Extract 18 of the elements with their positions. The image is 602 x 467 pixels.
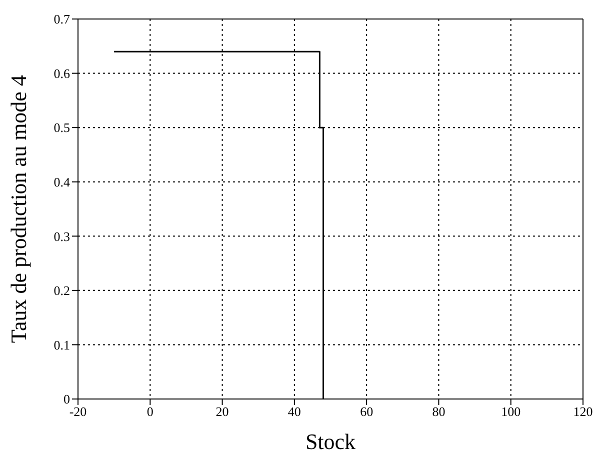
y-tick-label: 0.3 — [54, 228, 70, 244]
y-tick-label: 0.7 — [54, 12, 70, 27]
y-tick-label: 0.5 — [54, 120, 70, 136]
y-tick-label: 0.4 — [54, 174, 70, 190]
y-tick-label: 0.6 — [54, 66, 70, 81]
x-tick-label: 100 — [501, 404, 521, 420]
x-axis-title: Stock — [305, 429, 356, 454]
x-tick-label: 60 — [360, 404, 374, 420]
y-tick-label: 0 — [64, 392, 70, 407]
x-tick-label: 20 — [216, 404, 229, 420]
x-tick-label: 120 — [573, 404, 593, 420]
x-tick-label: 80 — [432, 404, 446, 420]
y-tick-label: 0.2 — [54, 283, 70, 298]
x-tick-label: 0 — [146, 404, 154, 420]
y-tick-label: 0.1 — [54, 337, 70, 352]
x-tick-label: -20 — [69, 404, 87, 420]
y-axis-title: Taux de production au mode 4 — [6, 75, 31, 343]
x-tick-label: 40 — [288, 404, 301, 420]
